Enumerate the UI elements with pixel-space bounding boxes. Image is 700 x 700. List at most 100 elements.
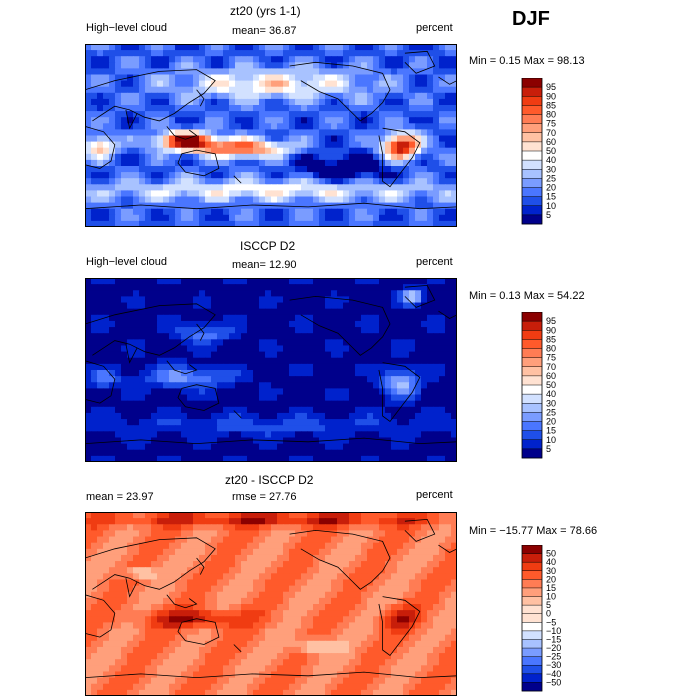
map-cell: [331, 573, 338, 581]
map-cell: [127, 518, 134, 525]
map-cell: [307, 105, 314, 112]
map-cell: [265, 190, 272, 198]
map-cell: [85, 579, 92, 587]
map-cell: [343, 437, 350, 445]
map-cell: [91, 290, 98, 297]
map-cell: [373, 376, 380, 383]
map-cell: [127, 172, 134, 179]
map-cell: [361, 92, 368, 100]
map-cell: [217, 567, 224, 574]
map-cell: [169, 437, 176, 445]
map-cell: [403, 530, 410, 538]
map-cell: [265, 382, 272, 389]
map-cell: [271, 129, 278, 137]
colorbar-label: 15: [546, 426, 556, 436]
map-cell: [265, 449, 272, 457]
map-cell: [337, 406, 344, 414]
map-cell: [355, 320, 362, 328]
map-cell: [127, 376, 134, 383]
map-cell: [259, 202, 266, 210]
map-cell: [205, 591, 212, 599]
map-cell: [397, 339, 404, 347]
map-cell: [85, 388, 92, 396]
map-cell: [349, 370, 356, 377]
map-cell: [313, 105, 320, 112]
map-cell: [229, 86, 236, 94]
map-cell: [331, 357, 338, 365]
map-cell: [121, 129, 128, 137]
map-cell: [103, 400, 110, 408]
map-cell: [193, 567, 200, 574]
map-cell: [379, 597, 386, 605]
map-cell: [343, 314, 350, 322]
map-cell: [259, 449, 266, 457]
map-cell: [235, 290, 242, 297]
map-cell: [247, 220, 254, 227]
map-cell: [229, 111, 236, 118]
map-cell: [175, 44, 182, 51]
map-cell: [91, 382, 98, 389]
map-cell: [205, 616, 212, 623]
map-cell: [367, 518, 374, 525]
map-cell: [97, 129, 104, 137]
map-cell: [109, 579, 116, 587]
map-cell: [271, 406, 278, 414]
map-cell: [229, 327, 236, 334]
map-cell: [349, 56, 356, 63]
map-cell: [157, 92, 164, 100]
map-cell: [325, 536, 332, 544]
map-cell: [367, 530, 374, 538]
map-cell: [199, 184, 206, 191]
map-cell: [133, 616, 140, 623]
map-cell: [217, 610, 224, 617]
map-cell: [247, 610, 254, 617]
map-cell: [337, 357, 344, 365]
map-cell: [397, 147, 404, 155]
map-cell: [157, 296, 164, 304]
map-cell: [337, 296, 344, 304]
map-cell: [139, 388, 146, 396]
map-cell: [151, 98, 158, 106]
map-cell: [205, 308, 212, 316]
map-cell: [223, 284, 230, 291]
map-cell: [439, 111, 446, 118]
map-cell: [385, 536, 392, 544]
map-cell: [277, 400, 284, 408]
map-cell: [121, 135, 128, 143]
map-cell: [427, 105, 434, 112]
map-cell: [145, 376, 152, 383]
map-cell: [91, 44, 98, 51]
map-cell: [151, 214, 158, 222]
map-cell: [211, 443, 218, 451]
map-cell: [199, 345, 206, 353]
colorbar-label: 85: [546, 100, 556, 110]
map-cell: [307, 370, 314, 377]
map-cell: [439, 573, 446, 581]
map-cell: [229, 62, 236, 69]
map-cell: [397, 412, 404, 420]
map-cell: [193, 302, 200, 310]
map-cell: [403, 214, 410, 222]
panel-2-title: ISCCP D2: [240, 239, 296, 253]
colorbar-box: [522, 412, 542, 422]
map-cell: [241, 98, 248, 106]
map-cell: [361, 604, 368, 611]
map-cell: [133, 351, 140, 359]
colorbar-label: 80: [546, 110, 556, 120]
map-cell: [439, 597, 446, 605]
map-cell: [97, 524, 104, 531]
map-cell: [331, 345, 338, 353]
map-cell: [253, 92, 260, 100]
map-cell: [223, 98, 230, 106]
map-cell: [115, 111, 122, 118]
map-cell: [139, 548, 146, 556]
map-cell: [373, 431, 380, 439]
map-cell: [259, 370, 266, 377]
map-cell: [229, 129, 236, 137]
map-cell: [379, 284, 386, 291]
map-cell: [163, 585, 170, 593]
map-cell: [325, 190, 332, 198]
map-cell: [415, 518, 422, 525]
map-cell: [157, 74, 164, 82]
map-cell: [265, 536, 272, 544]
